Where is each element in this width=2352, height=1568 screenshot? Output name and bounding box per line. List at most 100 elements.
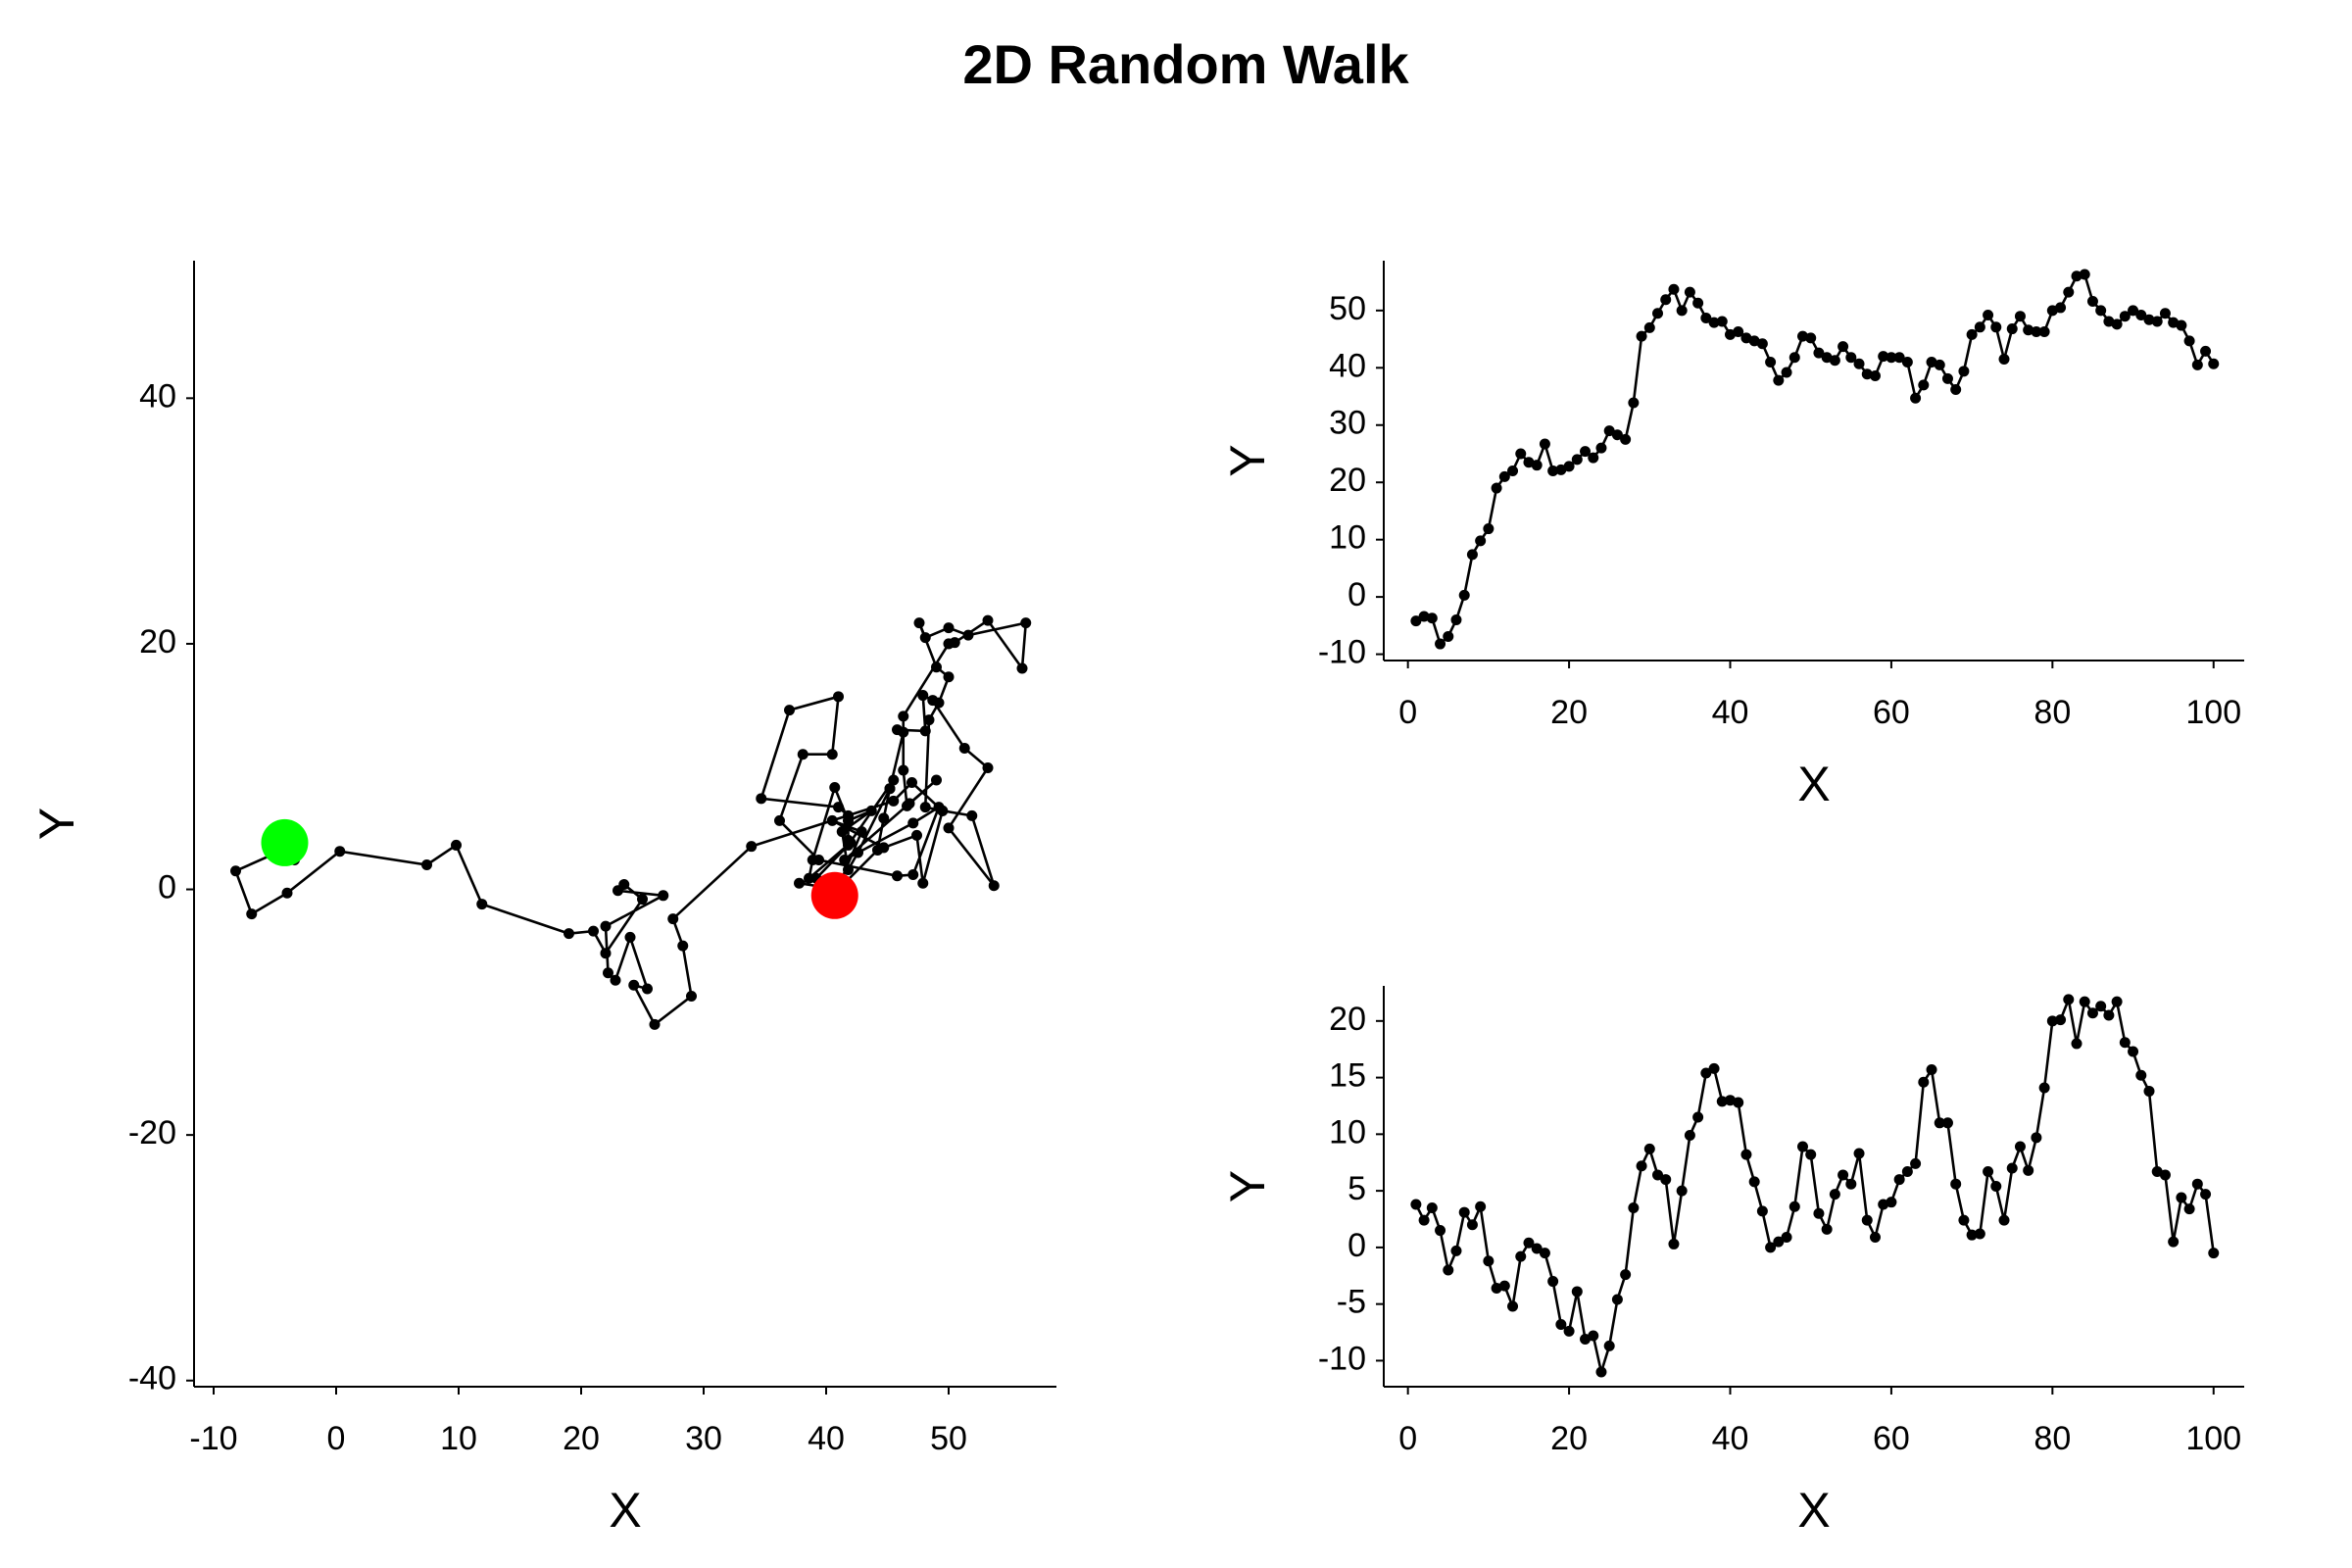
walk-point [1983, 1165, 1994, 1177]
walk-point [2168, 1236, 2180, 1248]
walk-point [843, 834, 854, 846]
walk-point [1676, 305, 1688, 317]
walk-point [1636, 330, 1647, 342]
walk-point [2095, 1001, 2107, 1012]
x-tick-label: 60 [1873, 694, 1910, 731]
y-tick-label: 0 [1348, 1227, 1366, 1264]
walk-point [1990, 321, 2002, 333]
walk-point [1934, 1117, 1945, 1129]
walk-point [642, 983, 653, 995]
x-tick-label: -10 [189, 1420, 237, 1457]
walk-point [1756, 1205, 1768, 1217]
walk-point [1475, 535, 1487, 547]
walk-point [1483, 523, 1494, 535]
y-tick-label: -20 [128, 1114, 176, 1152]
walk-point [1571, 454, 1583, 466]
walk-point [1498, 470, 1510, 482]
walk-point [1443, 1264, 1454, 1276]
walk-point [839, 854, 851, 865]
walk-point [1958, 1214, 1970, 1226]
walk-point [907, 868, 919, 880]
walk-point [1652, 1169, 1664, 1181]
walk-point [1668, 283, 1680, 295]
walk-point [1733, 325, 1744, 337]
walk-point [917, 877, 929, 889]
walk-point [1020, 617, 1032, 629]
walk-point [1998, 1214, 2010, 1226]
walk-point [2208, 1248, 2220, 1259]
walk-point [833, 691, 844, 703]
walk-point [2031, 1132, 2042, 1144]
walk-point [2128, 305, 2139, 317]
walk-point [826, 749, 838, 760]
walk-point [1547, 466, 1559, 477]
walk-point [2046, 1015, 2058, 1027]
walk-point [1588, 1330, 1599, 1342]
walk-point [2200, 1189, 2212, 1200]
walk-point [1700, 1067, 1712, 1079]
walk-point [1466, 549, 1478, 561]
walk-point [1458, 589, 1470, 601]
y-tick-label: 5 [1348, 1170, 1366, 1207]
walk-point [943, 622, 955, 634]
walk-point [1555, 464, 1567, 475]
walk-point [1700, 312, 1712, 323]
walk-point [898, 726, 909, 738]
walk-point [1507, 466, 1519, 477]
walk-point [600, 948, 612, 959]
walk-point [1603, 425, 1615, 437]
x-tick-label: 20 [1550, 694, 1588, 731]
walk-point [988, 880, 1000, 892]
walk-point [1628, 1201, 1640, 1213]
walk-point [884, 783, 896, 795]
y-tick-label: 15 [1329, 1057, 1366, 1095]
walk-point [1765, 1242, 1777, 1253]
walk-point [1838, 341, 1849, 353]
walk-point [2006, 1162, 2018, 1174]
walk-point [1893, 1174, 1905, 1186]
walk-point [230, 865, 241, 877]
walk-point [902, 800, 912, 811]
walk-point [2071, 1038, 2082, 1050]
walk-point [1450, 613, 1462, 625]
walk-point [1539, 438, 1550, 450]
y-axis-label: Y [29, 808, 84, 840]
walk-point [2176, 319, 2187, 331]
y-axis-label: Y [1220, 1170, 1275, 1202]
walk-point [1941, 1117, 1953, 1129]
walk-point [2119, 1037, 2131, 1049]
walk-point [1773, 1236, 1785, 1248]
walk-point [2119, 311, 2131, 322]
figure-title: 2D Random Walk [962, 33, 1409, 95]
y-tick-label: 50 [1329, 290, 1366, 327]
walk-point [281, 887, 293, 899]
walk-point [451, 839, 462, 851]
walk-point [624, 931, 636, 943]
walk-point [1805, 332, 1817, 344]
walk-point [1475, 1200, 1487, 1212]
walk-point [1555, 1318, 1567, 1330]
walk-point [1886, 352, 1897, 364]
walk-point [1845, 1178, 1857, 1190]
x-tick-label: 0 [1398, 1420, 1417, 1457]
walk-point [933, 697, 945, 709]
walk-line [233, 618, 1028, 1027]
walk-point [1571, 1286, 1583, 1298]
walk-point [911, 829, 922, 841]
walk-point [603, 967, 613, 979]
x-tick-label: 60 [1873, 1420, 1910, 1457]
end-marker [810, 871, 858, 919]
walk-point [1523, 1237, 1535, 1249]
walk-point [1901, 1165, 1913, 1177]
walk-point [2014, 311, 2026, 322]
y-tick-label: 10 [1329, 1113, 1366, 1151]
walk-point [888, 795, 900, 807]
walk-point [1829, 355, 1840, 367]
walk-point [677, 940, 689, 952]
walk-point [2055, 302, 2067, 314]
walk-point [919, 802, 931, 813]
x-tick-label: 40 [1712, 694, 1749, 731]
walk-point [836, 826, 848, 838]
walk-point [2086, 1007, 2098, 1019]
